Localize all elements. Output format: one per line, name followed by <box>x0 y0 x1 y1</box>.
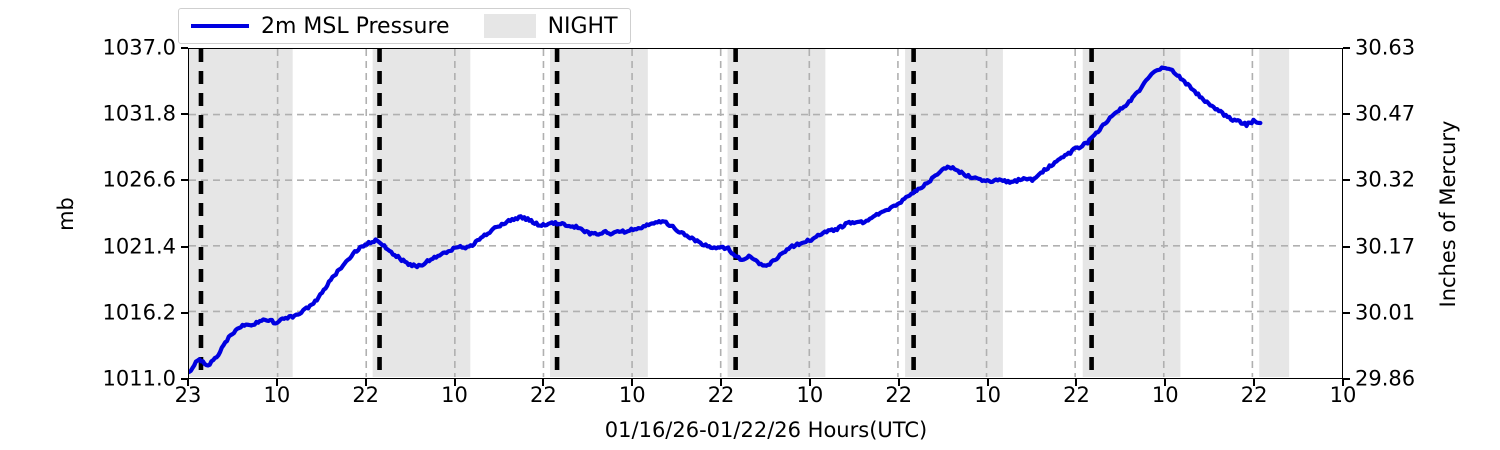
tick-mark <box>181 245 188 248</box>
tick-mark <box>542 379 545 386</box>
chart-legend: 2m MSL Pressure NIGHT <box>178 8 631 44</box>
tick-mark <box>720 379 723 386</box>
y2-axis-tick-label: 30.32 <box>1355 167 1416 192</box>
night-band <box>905 49 1003 377</box>
x-axis-tick-label: 22 <box>1063 383 1090 407</box>
x-axis-tick-label: 22 <box>707 383 735 407</box>
plot-svg <box>189 49 1341 377</box>
y-axis-tick-label: 1031.8 <box>102 101 176 126</box>
tick-mark <box>181 311 188 314</box>
y2-axis-tick-label: 30.63 <box>1355 35 1416 60</box>
plot-area <box>188 48 1343 379</box>
tick-mark <box>181 179 188 182</box>
x-axis-tick-label: 22 <box>1240 383 1268 407</box>
gridlines <box>189 49 1341 377</box>
x-axis-tick-label: 10 <box>974 383 1001 407</box>
legend-label-night: NIGHT <box>547 13 618 39</box>
tick-mark <box>1343 311 1350 314</box>
x-axis-tick-label: 10 <box>263 383 291 407</box>
tick-mark <box>1342 379 1344 386</box>
tick-mark <box>631 379 634 386</box>
legend-line-swatch <box>191 24 249 28</box>
tick-mark <box>1343 113 1350 116</box>
tick-mark <box>181 113 188 116</box>
legend-patch-swatch <box>483 14 536 38</box>
x-axis-tick-label: 23 <box>174 383 202 407</box>
y-axis-tick-label: 1026.6 <box>102 167 176 192</box>
night-band <box>727 49 826 377</box>
y-axis-tick-label: 1016.2 <box>102 300 176 325</box>
y-axis-title: mb <box>54 197 78 231</box>
tick-mark <box>187 379 189 386</box>
night-band <box>372 49 471 377</box>
y2-axis-title: Inches of Mercury <box>1436 120 1460 308</box>
y-axis-tick-label: 1021.4 <box>102 234 176 259</box>
tick-mark <box>808 379 811 386</box>
x-axis-tick-label: 22 <box>885 383 913 407</box>
x-axis-tick-label: 10 <box>796 383 824 407</box>
x-axis-tick-label: 22 <box>352 383 380 407</box>
x-axis-tick-label: 10 <box>441 383 468 407</box>
tick-mark <box>986 379 989 386</box>
tick-mark <box>181 378 188 380</box>
x-axis-title: 01/16/26-01/22/26 Hours(UTC) <box>604 418 928 442</box>
tick-mark <box>1253 379 1256 386</box>
y-axis-tick-label: 1011.0 <box>102 366 176 391</box>
x-axis-tick-label: 10 <box>618 383 646 407</box>
tick-mark <box>364 379 367 386</box>
tick-mark <box>1343 378 1350 380</box>
legend-label-pressure: 2m MSL Pressure <box>261 13 450 39</box>
y2-axis-tick-label: 30.01 <box>1355 300 1416 325</box>
tick-mark <box>1343 47 1350 49</box>
tick-mark <box>181 47 188 49</box>
legend-item-pressure: 2m MSL Pressure <box>191 14 450 39</box>
tick-mark <box>1075 379 1078 386</box>
x-axis-tick-label: 10 <box>1329 383 1357 407</box>
y2-axis-tick-label: 29.86 <box>1355 366 1416 391</box>
tick-mark <box>1164 379 1167 386</box>
night-band <box>550 49 648 377</box>
day-divider-lines <box>198 49 1094 377</box>
y2-axis-tick-label: 30.17 <box>1355 234 1416 259</box>
night-band <box>1259 49 1290 377</box>
x-axis-tick-label: 22 <box>530 383 557 407</box>
y-axis-tick-label: 1037.0 <box>102 35 176 60</box>
pressure-trace <box>189 65 1263 375</box>
night-shading-bands <box>189 49 1290 377</box>
y2-axis-tick-label: 30.47 <box>1355 101 1416 126</box>
tick-mark <box>897 379 900 386</box>
tick-mark <box>1343 245 1350 248</box>
tick-mark <box>1343 179 1350 182</box>
tick-mark <box>453 379 456 386</box>
x-axis-tick-label: 10 <box>1151 383 1179 407</box>
legend-item-night: NIGHT <box>483 13 618 39</box>
tick-mark <box>275 379 278 386</box>
